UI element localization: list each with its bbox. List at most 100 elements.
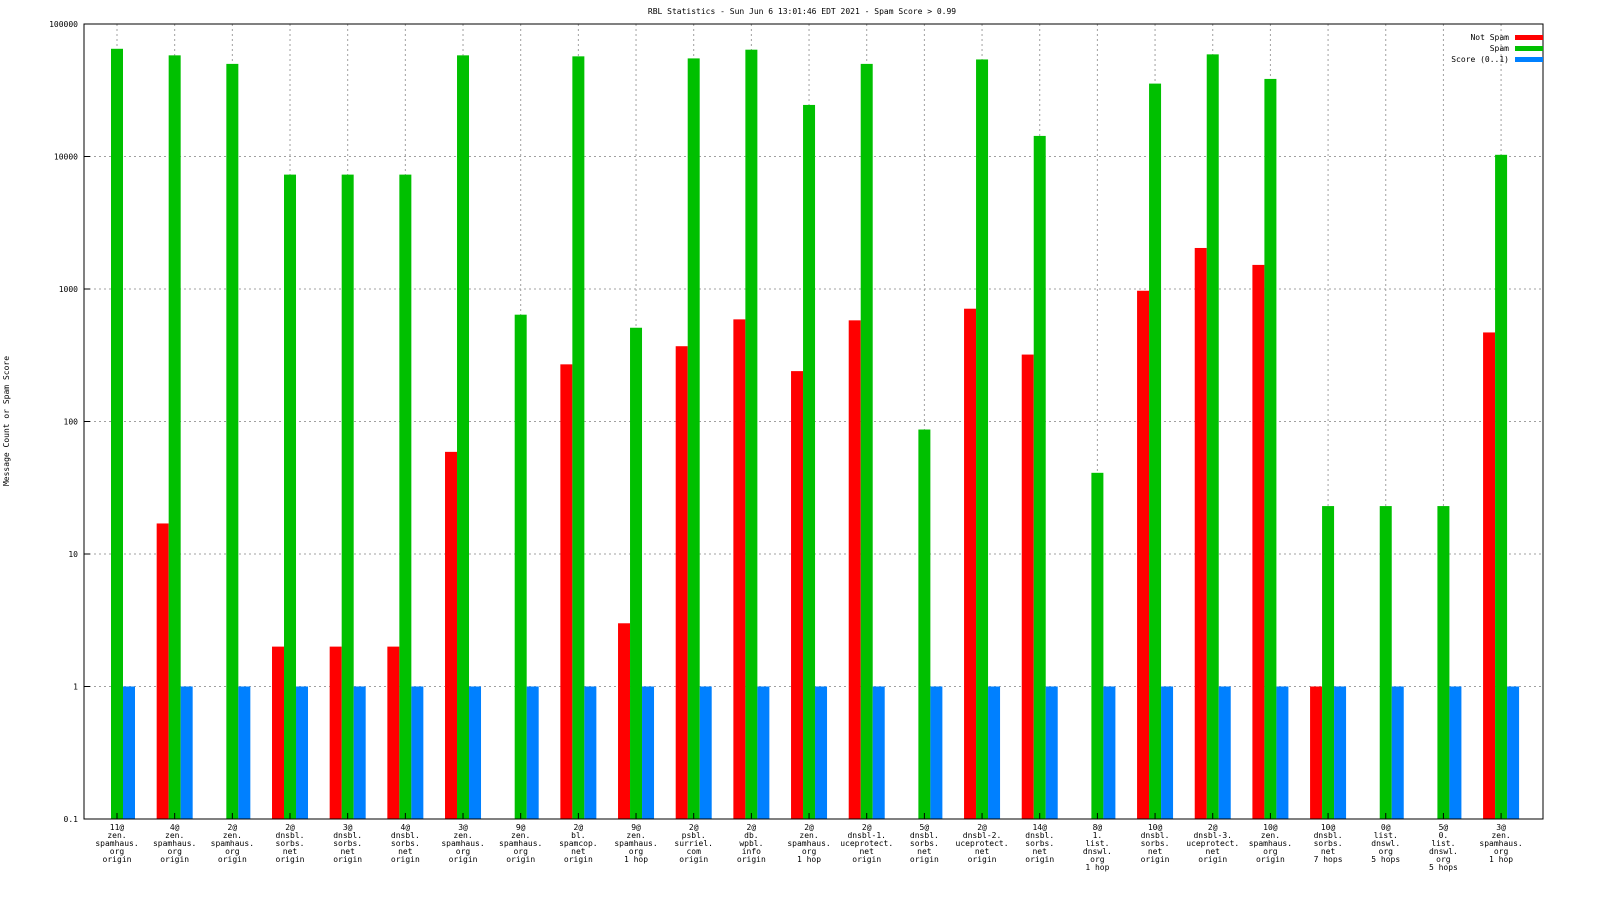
x-tick-label: 2@ xyxy=(804,823,814,832)
x-tick-label: origin xyxy=(1025,855,1054,864)
bar-not-spam-19 xyxy=(1194,247,1207,819)
y-tick-label: 100 xyxy=(64,418,79,427)
y-tick-label: 1000 xyxy=(59,285,78,294)
bar-spam-23 xyxy=(1437,506,1450,819)
y-tick-label: 1 xyxy=(73,683,78,692)
legend-label: Spam xyxy=(1490,44,1509,53)
bar-spam-11 xyxy=(745,49,758,819)
bar-score-1 xyxy=(180,686,193,819)
bar-score-7 xyxy=(526,686,539,819)
x-tick-label: dnsbl. xyxy=(276,831,305,840)
y-ticks: 0.1 1 10 100 1000 10000 100000 xyxy=(49,20,90,824)
x-tick-label: zen. xyxy=(223,831,242,840)
bar-score-18 xyxy=(1161,686,1174,819)
x-tick-label: 14@ xyxy=(1032,823,1047,832)
bar-not-spam-8 xyxy=(560,364,573,819)
x-tick-label: org xyxy=(110,847,125,856)
bar-score-11 xyxy=(757,686,770,819)
x-tick-label: dnsbl. xyxy=(333,831,362,840)
y-axis-label: Message Count or Spam Score xyxy=(2,356,11,486)
bar-score-10 xyxy=(699,686,712,819)
x-tick-label: 8@ xyxy=(1093,823,1103,832)
x-tick-label: org xyxy=(1494,847,1509,856)
x-tick-label: dnsbl-2. xyxy=(963,831,1002,840)
x-tick-label: 3@ xyxy=(343,823,353,832)
x-tick-label: 5@ xyxy=(1439,823,1449,832)
bar-score-15 xyxy=(988,686,1001,819)
bar-spam-22 xyxy=(1379,506,1392,819)
x-tick-label: spamhaus. xyxy=(1249,839,1292,848)
bar-spam-4 xyxy=(341,174,354,819)
x-tick-label: org xyxy=(802,847,817,856)
x-tick-label: origin xyxy=(160,855,189,864)
x-tick-label: uceprotect. xyxy=(840,839,893,848)
x-tick-label: list. xyxy=(1374,831,1398,840)
x-tick-label: zen. xyxy=(626,831,645,840)
bar-spam-24 xyxy=(1495,154,1508,819)
bar-not-spam-11 xyxy=(733,319,746,819)
x-tick-label: 2@ xyxy=(228,823,238,832)
x-tick-label: uceprotect. xyxy=(1186,839,1239,848)
bar-spam-3 xyxy=(284,174,297,819)
x-tick-label: origin xyxy=(1256,855,1285,864)
x-tick-label: org xyxy=(629,847,644,856)
x-tick-label: org xyxy=(1379,847,1394,856)
bar-not-spam-6 xyxy=(445,451,458,819)
bar-spam-19 xyxy=(1206,54,1219,819)
x-tick-label: sorbs. xyxy=(1141,839,1170,848)
x-tick-label: origin xyxy=(1141,855,1170,864)
x-tick-label: list. xyxy=(1431,839,1455,848)
x-tick-label: 10@ xyxy=(1263,823,1278,832)
x-tick-label: 2@ xyxy=(1208,823,1218,832)
legend: Not Spam Spam Score (0..1) xyxy=(1451,33,1543,64)
x-tick-label: 2@ xyxy=(747,823,757,832)
x-tick-label: surriel. xyxy=(674,839,713,848)
y-tick-label: 0.1 xyxy=(64,815,79,824)
x-tick-label: dnswl. xyxy=(1083,847,1112,856)
x-tick-label: info xyxy=(742,847,761,856)
grid xyxy=(84,24,1543,819)
x-tick-label: 2@ xyxy=(977,823,987,832)
bar-spam-9 xyxy=(630,327,643,819)
bar-spam-7 xyxy=(514,314,527,819)
bar-not-spam-3 xyxy=(272,646,285,819)
bar-spam-16 xyxy=(1033,135,1046,819)
x-tick-label: 5 hops xyxy=(1371,855,1400,864)
legend-swatch xyxy=(1515,35,1543,40)
bar-score-20 xyxy=(1276,686,1289,819)
x-tick-label: net xyxy=(398,847,413,856)
bar-not-spam-9 xyxy=(618,623,631,819)
bar-score-19 xyxy=(1218,686,1231,819)
x-tick-label: dnsbl. xyxy=(1025,831,1054,840)
x-tick-label: psbl. xyxy=(682,831,706,840)
x-tick-label: dnsbl-3. xyxy=(1193,831,1232,840)
x-tick-label: 10@ xyxy=(1148,823,1163,832)
bar-not-spam-18 xyxy=(1137,290,1150,819)
bar-spam-5 xyxy=(399,174,412,819)
x-tick-label: spamhaus. xyxy=(153,839,196,848)
x-tick-label: sorbs. xyxy=(1025,839,1054,848)
x-tick-label: 4@ xyxy=(170,823,180,832)
x-tick-label: dnsbl. xyxy=(1314,831,1343,840)
x-tick-label: zen. xyxy=(453,831,472,840)
bar-score-8 xyxy=(584,686,597,819)
y-tick-label: 10000 xyxy=(54,153,78,162)
x-tick-label: dnsbl. xyxy=(391,831,420,840)
bar-spam-1 xyxy=(168,55,181,820)
x-tick-label: 2@ xyxy=(862,823,872,832)
x-tick-label: origin xyxy=(103,855,132,864)
x-tick-label: dnswl. xyxy=(1429,847,1458,856)
x-tick-label: zen. xyxy=(1491,831,1510,840)
x-tick-label: 7 hops xyxy=(1314,855,1343,864)
bar-score-22 xyxy=(1391,686,1404,819)
x-tick-label: org xyxy=(167,847,182,856)
x-tick-label: 9@ xyxy=(516,823,526,832)
x-tick-label: org xyxy=(225,847,240,856)
x-tick-label: wpbl. xyxy=(739,839,763,848)
x-tick-label: net xyxy=(283,847,298,856)
bar-spam-20 xyxy=(1264,78,1277,819)
x-tick-label: origin xyxy=(449,855,478,864)
x-tick-label: origin xyxy=(218,855,247,864)
bar-spam-6 xyxy=(457,55,470,820)
x-tick-label: spamhaus. xyxy=(787,839,830,848)
